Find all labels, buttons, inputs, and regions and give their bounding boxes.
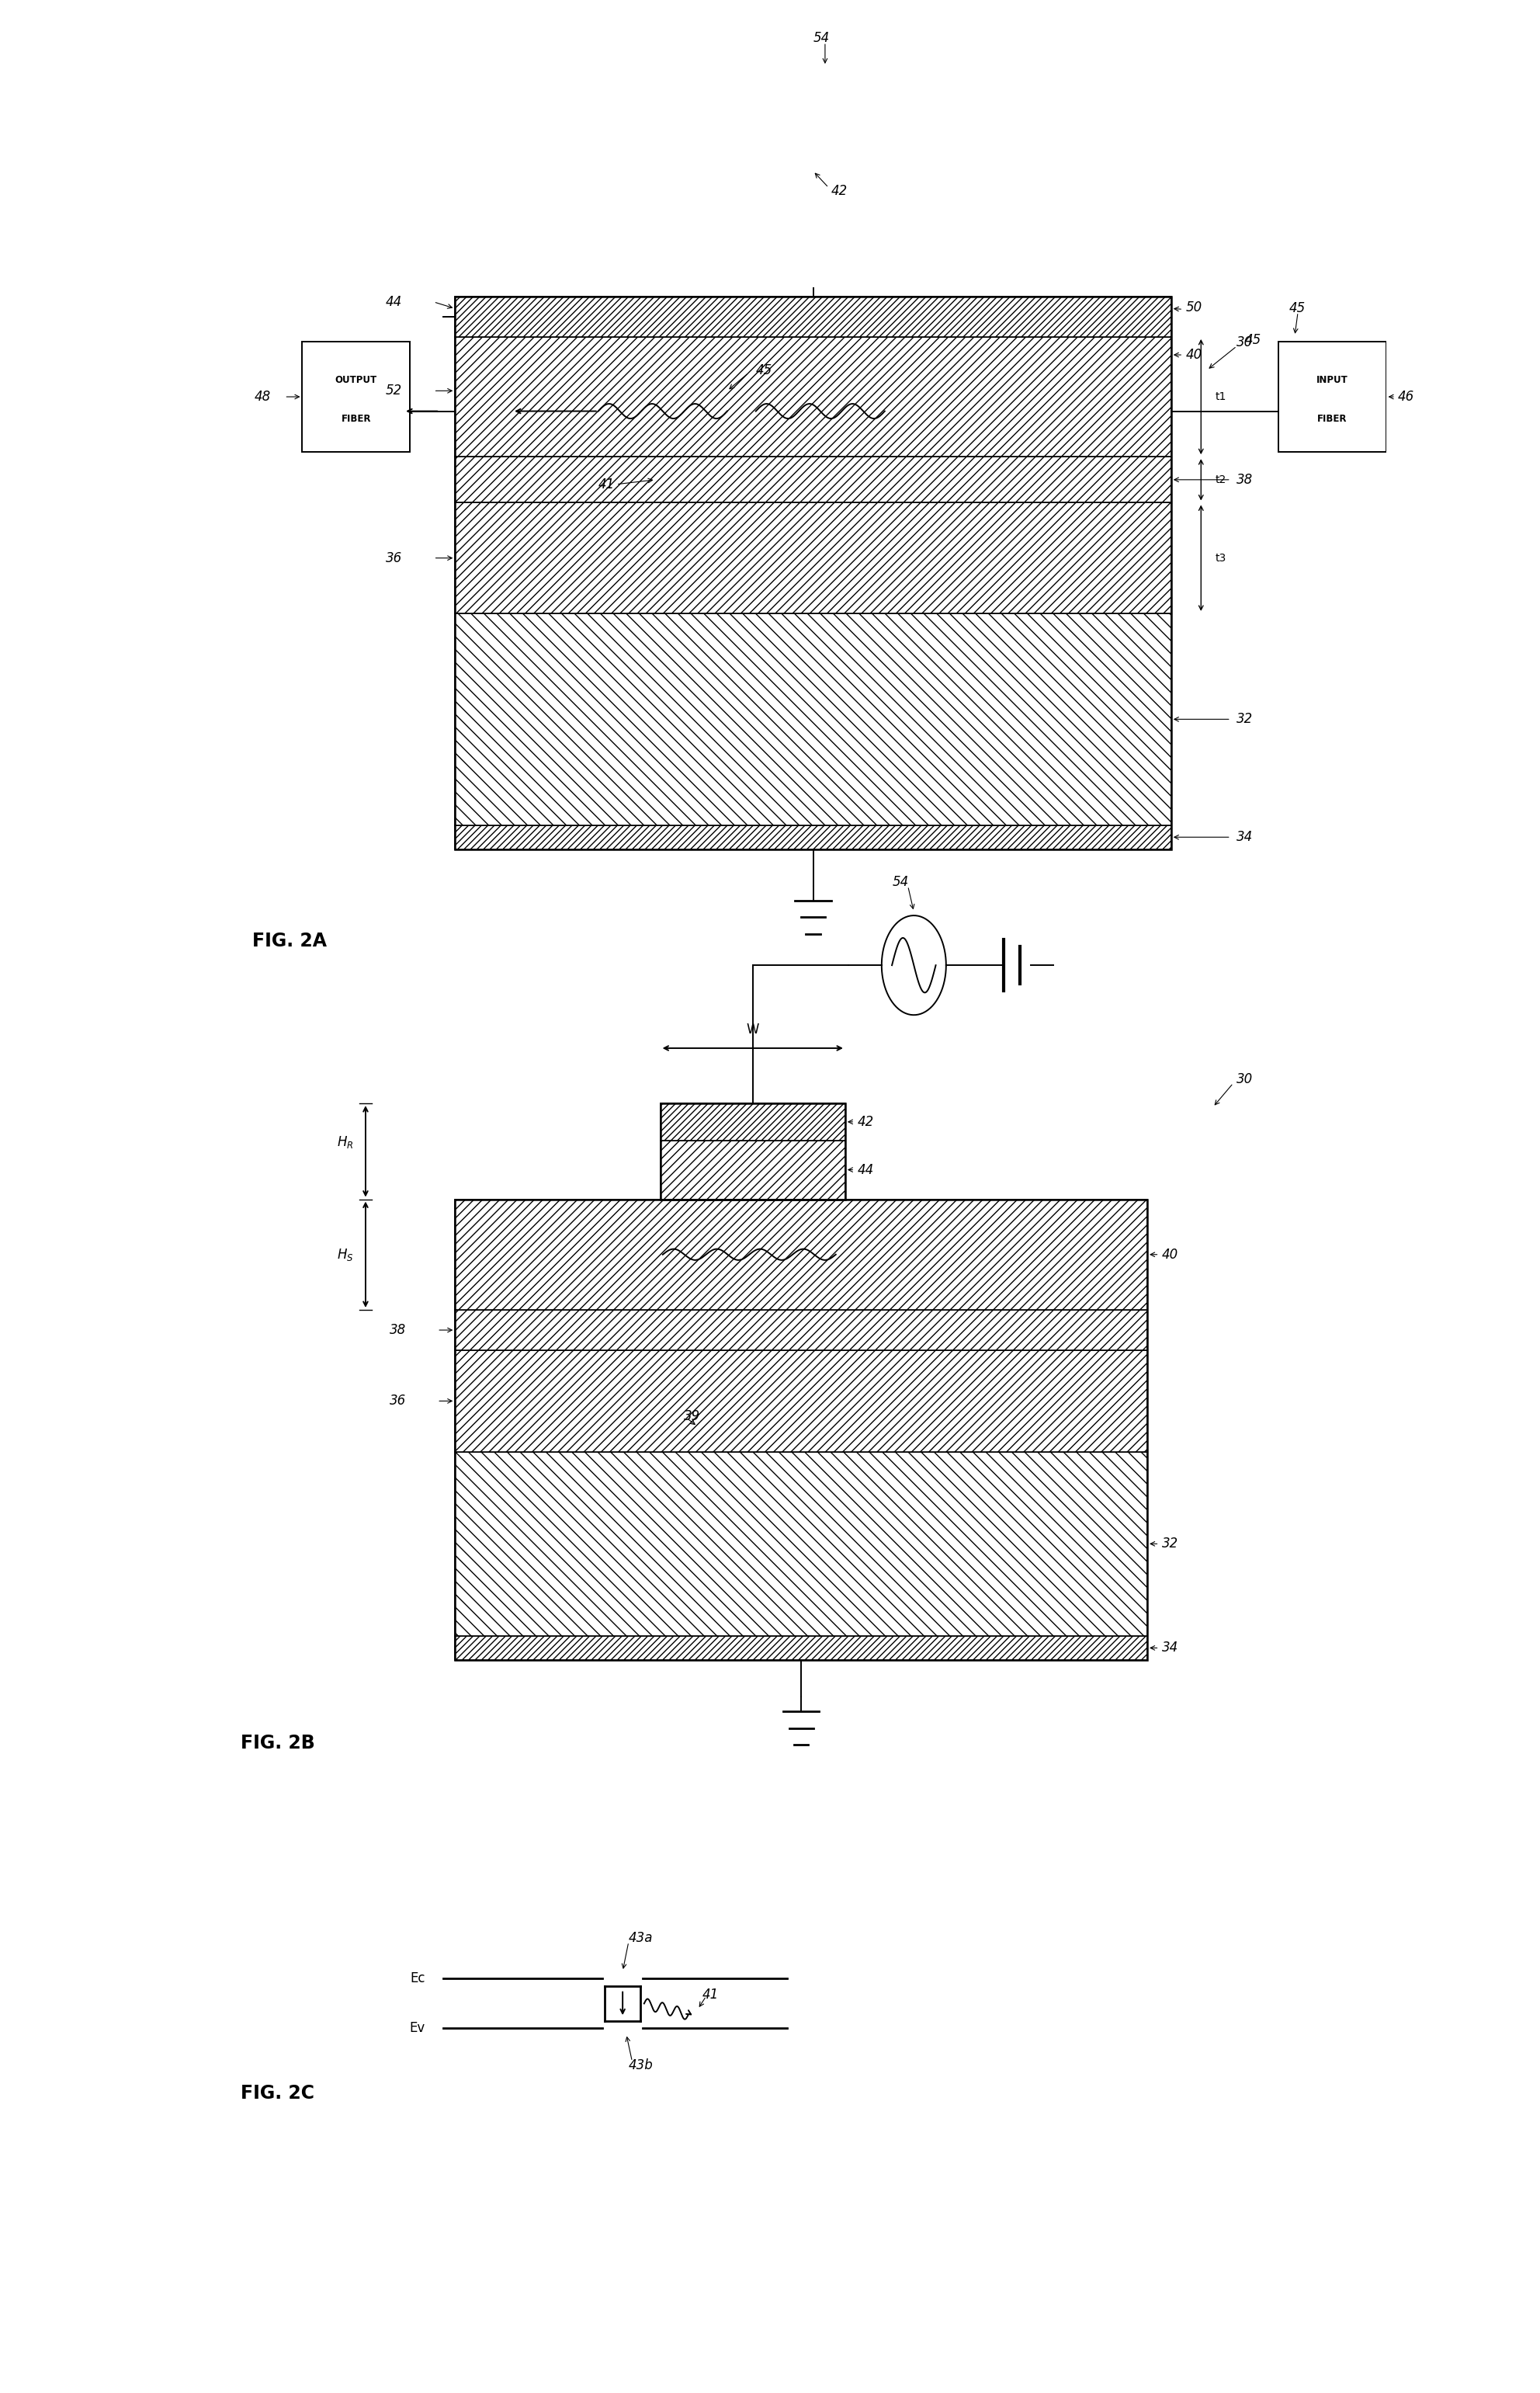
- Text: W: W: [747, 1022, 759, 1036]
- Bar: [456, 613, 1172, 826]
- Text: FIG. 2C: FIG. 2C: [240, 2084, 314, 2103]
- Text: FIG. 2A: FIG. 2A: [253, 933, 326, 950]
- Text: 40: 40: [1161, 1247, 1178, 1261]
- Text: 45: 45: [756, 364, 773, 378]
- Text: 44: 44: [387, 294, 402, 309]
- Bar: [302, 342, 410, 452]
- Text: 34: 34: [1161, 1642, 1178, 1656]
- Text: 45: 45: [1289, 302, 1306, 316]
- Text: 32: 32: [1237, 713, 1254, 725]
- Bar: [661, 1141, 845, 1199]
- Text: 32: 32: [1161, 1536, 1178, 1551]
- Text: 46: 46: [1398, 390, 1414, 404]
- Text: 43a: 43a: [628, 1931, 653, 1946]
- Text: 40: 40: [1186, 347, 1203, 361]
- Bar: [456, 826, 1172, 850]
- Text: INPUT: INPUT: [1317, 376, 1348, 385]
- Text: 30: 30: [1237, 1072, 1254, 1086]
- Text: 45: 45: [1246, 333, 1261, 347]
- Text: 42: 42: [858, 1115, 873, 1129]
- Text: OUTPUT: OUTPUT: [336, 376, 377, 385]
- Bar: [661, 1103, 845, 1199]
- Text: 36: 36: [390, 1395, 407, 1407]
- Text: 38: 38: [390, 1323, 407, 1338]
- Text: 30: 30: [1237, 335, 1254, 349]
- Text: FIBER: FIBER: [1317, 414, 1348, 424]
- Bar: [456, 297, 1172, 337]
- Text: FIBER: FIBER: [340, 414, 371, 424]
- Text: t3: t3: [1215, 553, 1226, 562]
- Bar: [456, 297, 1172, 850]
- Text: 44: 44: [858, 1163, 873, 1177]
- Text: 52: 52: [387, 383, 402, 397]
- Text: Ec: Ec: [410, 1972, 425, 1986]
- Bar: [456, 1199, 1147, 1309]
- Bar: [456, 1309, 1147, 1350]
- Text: FIG. 2B: FIG. 2B: [240, 1733, 314, 1752]
- Bar: [456, 1350, 1147, 1453]
- Bar: [456, 503, 1172, 613]
- Text: 41: 41: [598, 476, 614, 491]
- Bar: [1278, 342, 1386, 452]
- Bar: [456, 1199, 1147, 1661]
- Text: 50: 50: [1186, 302, 1203, 313]
- Text: 54: 54: [892, 876, 909, 890]
- Text: 43b: 43b: [628, 2058, 653, 2072]
- Text: H$_S$: H$_S$: [337, 1247, 354, 1261]
- Text: 41: 41: [702, 1986, 719, 2001]
- Text: Ev: Ev: [410, 2022, 425, 2036]
- Text: 42: 42: [832, 184, 847, 199]
- Text: 36: 36: [387, 550, 402, 565]
- Text: t1: t1: [1215, 392, 1226, 402]
- Bar: [456, 1453, 1147, 1637]
- Bar: [456, 457, 1172, 503]
- Text: H$_R$: H$_R$: [337, 1134, 354, 1151]
- Text: 34: 34: [1237, 830, 1254, 845]
- Bar: [661, 1103, 845, 1141]
- Text: 54: 54: [813, 31, 830, 45]
- Text: 39: 39: [684, 1409, 701, 1424]
- Text: t2: t2: [1215, 474, 1226, 486]
- Bar: [456, 1637, 1147, 1661]
- Text: 48: 48: [254, 390, 271, 404]
- Bar: [456, 337, 1172, 457]
- Text: 38: 38: [1237, 474, 1254, 486]
